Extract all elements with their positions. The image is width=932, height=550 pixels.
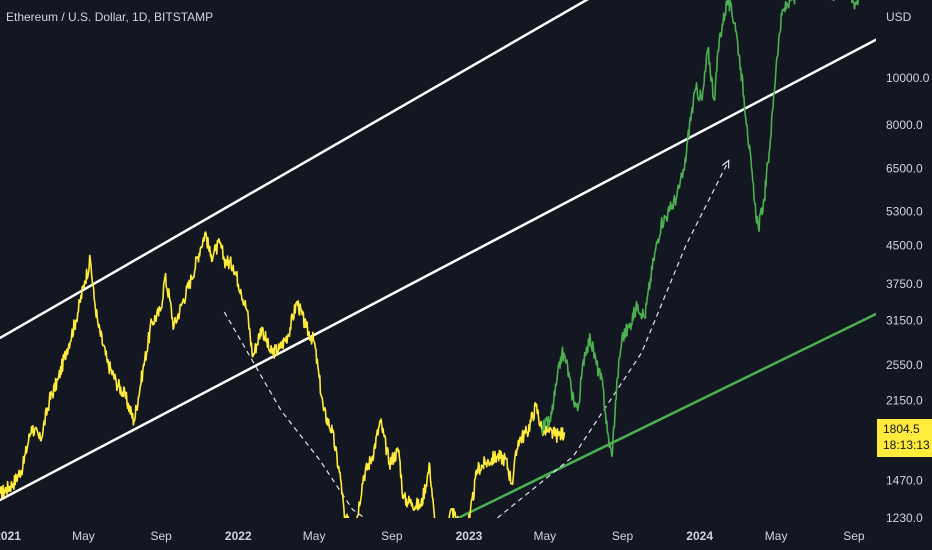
last-price-label: 1804.5 18:13:13 — [877, 419, 932, 457]
x-tick-label: Sep — [150, 529, 172, 543]
x-tick-label: 2023 — [456, 529, 483, 543]
x-tick-label: 2022 — [225, 529, 252, 543]
chart-title: Ethereum / U.S. Dollar, 1D, BITSTAMP — [6, 10, 214, 24]
y-tick-label: 3150.0 — [886, 314, 923, 328]
y-tick-label: 8000.0 — [886, 118, 923, 132]
y-tick-label: 2150.0 — [886, 394, 923, 408]
projection-series — [540, 0, 860, 458]
y-tick-label: 2550.0 — [886, 358, 923, 372]
support-line — [456, 312, 876, 518]
recovery-arrow-head — [722, 159, 730, 169]
x-tick-label: 2021 — [0, 529, 21, 543]
x-tick-label: Sep — [843, 529, 865, 543]
y-tick-label: 10000.0 — [886, 71, 930, 85]
y-tick-label: 3750.0 — [886, 277, 923, 291]
recovery-path-arrow — [497, 160, 730, 518]
plot-layer — [0, 0, 876, 518]
x-tick-label: May — [303, 529, 326, 543]
y-tick-label: 5300.0 — [886, 204, 923, 218]
x-tick-label: May — [533, 529, 556, 543]
last-price-value: 1804.5 — [883, 422, 920, 436]
history-series — [0, 231, 566, 518]
x-tick-label: Sep — [612, 529, 634, 543]
y-tick-label: 6500.0 — [886, 161, 923, 175]
y-tick-label: 1230.0 — [886, 511, 923, 525]
channel-upper-line — [0, 0, 589, 340]
x-tick-label: May — [72, 529, 95, 543]
x-tick-label: May — [765, 529, 788, 543]
bar-countdown: 18:13:13 — [883, 438, 930, 452]
y-tick-label: 4500.0 — [886, 239, 923, 253]
currency-label: USD — [886, 10, 912, 24]
channel-lower-line — [0, 38, 876, 502]
decline-path-arrow — [223, 311, 366, 518]
x-tick-label: 2024 — [686, 529, 713, 543]
y-tick-label: 1470.0 — [886, 474, 923, 488]
x-tick-label: Sep — [381, 529, 403, 543]
